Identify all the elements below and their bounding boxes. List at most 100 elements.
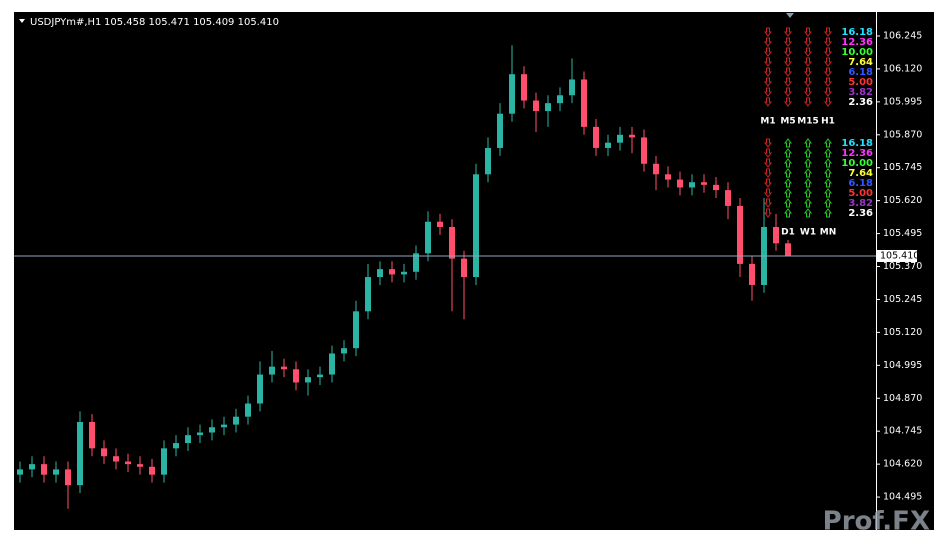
signal-arrow bbox=[804, 138, 812, 148]
level-value: 16.18 bbox=[841, 138, 873, 149]
signal-arrow bbox=[784, 178, 792, 188]
candle-body bbox=[557, 95, 563, 104]
candle-body bbox=[101, 448, 107, 457]
signal-arrow bbox=[804, 47, 812, 57]
y-tick-label: 105.370 bbox=[883, 261, 922, 272]
candle-body bbox=[629, 134, 635, 138]
candle-body bbox=[497, 113, 503, 148]
signal-arrow bbox=[764, 158, 772, 168]
signal-arrow bbox=[824, 27, 832, 37]
signal-arrow bbox=[784, 97, 792, 107]
signal-arrow bbox=[824, 138, 832, 148]
candle-body bbox=[749, 263, 755, 285]
level-value: 12.36 bbox=[841, 37, 873, 48]
candle-body bbox=[617, 134, 623, 143]
candle-body bbox=[137, 464, 143, 467]
level-value: 16.18 bbox=[841, 27, 873, 38]
timeframe-label: H1 bbox=[821, 117, 835, 127]
candle-body bbox=[701, 182, 707, 185]
candle-body bbox=[533, 100, 539, 112]
y-tick-label: 104.495 bbox=[883, 492, 922, 503]
signal-arrow bbox=[804, 27, 812, 37]
y-tick-label: 105.870 bbox=[883, 129, 922, 140]
y-tick-label: 105.495 bbox=[883, 228, 922, 239]
candle-body bbox=[125, 461, 131, 465]
candle-body bbox=[773, 226, 779, 244]
candle-body bbox=[785, 243, 791, 256]
signal-arrow bbox=[824, 67, 832, 77]
last-price-label: 105.410 bbox=[880, 250, 919, 261]
y-tick-label: 106.120 bbox=[883, 63, 922, 74]
signal-arrow bbox=[784, 208, 792, 218]
level-value: 12.36 bbox=[841, 148, 873, 159]
signal-arrow bbox=[784, 168, 792, 178]
candle-body bbox=[641, 137, 647, 164]
signal-arrow bbox=[784, 77, 792, 87]
candle-body bbox=[509, 74, 515, 114]
signal-arrow bbox=[764, 87, 772, 97]
candle-body bbox=[341, 348, 347, 354]
candle-body bbox=[401, 271, 407, 275]
level-value: 7.64 bbox=[848, 168, 873, 179]
signal-arrow bbox=[764, 57, 772, 67]
level-value: 10.00 bbox=[841, 158, 873, 169]
candle-body bbox=[437, 221, 443, 227]
level-value: 6.18 bbox=[848, 67, 873, 78]
signal-arrow bbox=[804, 77, 812, 87]
signal-arrow bbox=[764, 47, 772, 57]
signal-arrow bbox=[784, 87, 792, 97]
level-value: 3.82 bbox=[848, 198, 873, 209]
signal-arrow bbox=[824, 168, 832, 178]
signal-arrow bbox=[824, 97, 832, 107]
candle-body bbox=[485, 147, 491, 175]
y-tick-label: 105.620 bbox=[883, 195, 922, 206]
signal-arrow bbox=[824, 37, 832, 47]
level-value: 2.36 bbox=[848, 208, 873, 219]
candle-body bbox=[257, 374, 263, 404]
candle-body bbox=[29, 464, 35, 470]
signal-arrow bbox=[804, 208, 812, 218]
candle-body bbox=[521, 74, 527, 101]
candle-body bbox=[737, 205, 743, 264]
candle-body bbox=[689, 182, 695, 188]
candle-body bbox=[161, 448, 167, 475]
signal-arrow bbox=[764, 178, 772, 188]
menu-icon bbox=[19, 19, 25, 23]
timeframe-label: M5 bbox=[780, 117, 795, 127]
candle-body bbox=[149, 466, 155, 475]
timeframe-label: M15 bbox=[797, 117, 818, 127]
shift-marker bbox=[786, 13, 794, 18]
candle-body bbox=[677, 179, 683, 188]
level-value: 10.00 bbox=[841, 47, 873, 58]
signal-arrow bbox=[764, 198, 772, 208]
candle-body bbox=[581, 79, 587, 127]
y-tick-label: 104.745 bbox=[883, 426, 922, 437]
signal-arrow bbox=[764, 208, 772, 218]
candle-body bbox=[545, 103, 551, 112]
signal-arrow bbox=[804, 57, 812, 67]
last-price-box bbox=[877, 249, 917, 262]
candle-body bbox=[449, 226, 455, 259]
candle-body bbox=[665, 174, 671, 180]
candle-body bbox=[413, 253, 419, 272]
candle-body bbox=[425, 221, 431, 254]
timeframe-label: W1 bbox=[800, 228, 816, 238]
signal-arrow bbox=[804, 87, 812, 97]
signal-arrow bbox=[784, 57, 792, 67]
signal-arrow bbox=[764, 27, 772, 37]
candle-body bbox=[113, 456, 119, 462]
watermark: Prof.FX bbox=[823, 507, 930, 537]
plot bbox=[17, 45, 791, 509]
signal-arrow bbox=[764, 148, 772, 158]
candle-body bbox=[473, 174, 479, 278]
candle-body bbox=[281, 366, 287, 370]
y-tick-label: 105.245 bbox=[883, 294, 922, 305]
level-value: 5.00 bbox=[848, 77, 873, 88]
signal-arrow bbox=[784, 37, 792, 47]
candle-body bbox=[329, 353, 335, 375]
signal-arrow bbox=[784, 188, 792, 198]
candle-body bbox=[377, 269, 383, 278]
signal-arrow bbox=[764, 77, 772, 87]
